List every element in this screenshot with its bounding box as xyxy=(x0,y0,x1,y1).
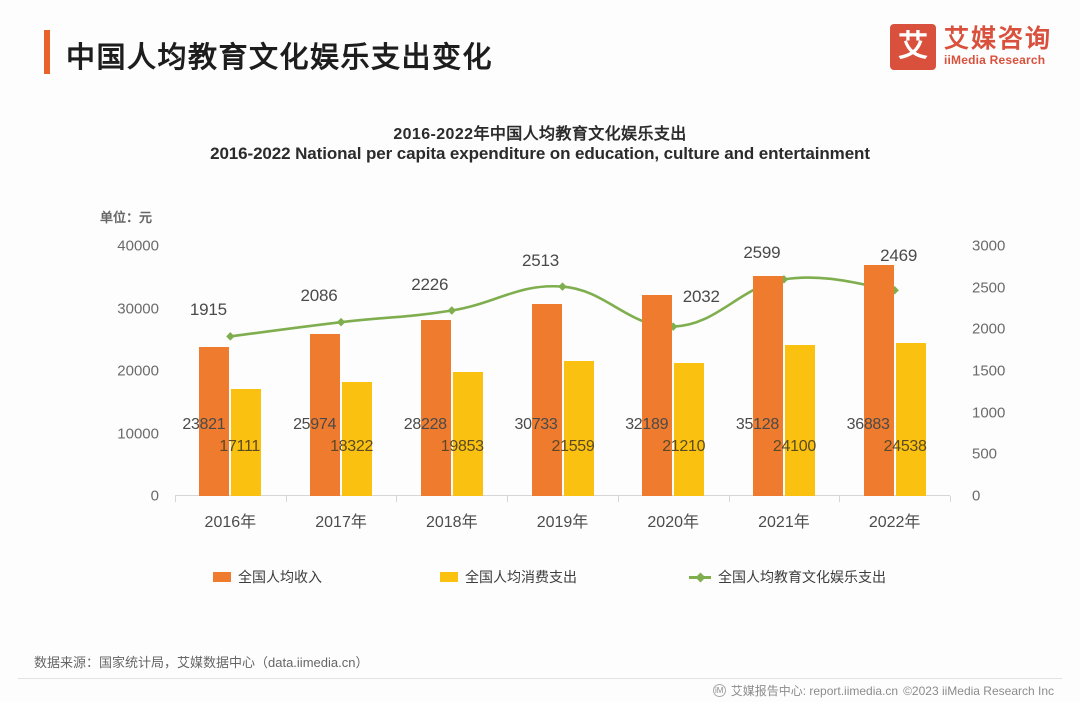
x-axis-category-label: 2017年 xyxy=(315,514,367,531)
bar-income xyxy=(199,347,230,496)
bar-income-label: 36883 xyxy=(846,416,890,433)
x-axis-category-label: 2019年 xyxy=(536,514,589,531)
line-series-label: 2599 xyxy=(743,243,781,263)
bar-income-label: 25974 xyxy=(293,416,337,433)
bar-consumption-label: 19853 xyxy=(440,438,484,455)
plot-area: 40000 30000 20000 10000 0 3000 2500 2000 1500 100… xyxy=(117,238,1005,532)
bar-consumption xyxy=(342,381,373,496)
brand-logo: 艾 艾媒咨询 iiMedia Research xyxy=(889,24,1052,70)
line-series-marker xyxy=(336,317,346,327)
y-axis-left-tick: 0 xyxy=(150,487,159,505)
logo-text: 艾媒咨询 iiMedia Research xyxy=(943,25,1052,68)
footer-meta: iM 艾媒报告中心: report.iimedia.cn ©2023 iiMed… xyxy=(712,682,1054,699)
y-axis-right-tick: 2000 xyxy=(972,320,1006,338)
bar-consumption xyxy=(895,342,926,496)
logo-mark-icon: 艾 xyxy=(889,24,936,70)
bar-income xyxy=(420,319,451,496)
line-series-marker xyxy=(558,282,567,291)
legend-item[interactable]: 全国人均消费支出 xyxy=(440,567,577,587)
line-series-label: 2513 xyxy=(521,250,560,270)
legend-label: 全国人均教育文化娱乐支出 xyxy=(718,569,886,585)
legend-item[interactable]: 全国人均收入 xyxy=(213,567,322,587)
data-source-note: 数据来源：国家统计局，艾媒数据中心（data.iimedia.cn） xyxy=(34,655,369,670)
bar-income xyxy=(310,333,341,496)
x-axis-category-label: 2020年 xyxy=(647,514,700,531)
bar-consumption xyxy=(231,389,262,496)
x-axis-tick xyxy=(396,496,398,502)
legend-label: 全国人均消费支出 xyxy=(465,569,577,585)
y-axis-left-tick: 10000 xyxy=(117,425,159,442)
y-axis-right-tick: 2500 xyxy=(972,279,1006,297)
x-axis-tick xyxy=(950,496,951,502)
iimedia-badge-icon: iM xyxy=(712,684,726,697)
x-axis-category-label: 2022年 xyxy=(868,514,921,531)
chart-title-en: 2016-2022 National per capita expenditur… xyxy=(210,144,870,163)
y-axis-right-tick: 1000 xyxy=(972,404,1006,422)
y-axis-left-tick: 20000 xyxy=(117,362,159,380)
x-axis-tick xyxy=(617,496,619,502)
bar-income-label: 23821 xyxy=(182,416,226,433)
line-series-marker xyxy=(226,332,235,341)
bar-income xyxy=(752,276,783,496)
bar-consumption-label: 18322 xyxy=(330,438,374,455)
x-axis-category-label: 2018年 xyxy=(425,514,478,531)
line-series-label: 2469 xyxy=(880,246,918,266)
logo-name-en: iiMedia Research xyxy=(943,53,1046,68)
legend-bar-swatch-icon xyxy=(213,572,231,582)
bar-income-label: 32189 xyxy=(625,416,669,433)
x-axis-line xyxy=(175,495,950,496)
x-axis-tick xyxy=(728,496,730,502)
legend-label: 全国人均收入 xyxy=(238,569,322,585)
y-axis-left-tick: 40000 xyxy=(117,237,159,255)
bar-consumption-label: 21210 xyxy=(662,438,706,455)
page-header: 中国人均教育文化娱乐支出变化 艾 艾媒咨询 iiMedia Research xyxy=(0,0,1080,92)
x-axis-tick xyxy=(175,496,176,502)
x-axis-tick xyxy=(285,496,287,502)
line-series-marker xyxy=(447,306,457,315)
bar-consumption-label: 21559 xyxy=(551,438,595,455)
chart-legend: 全国人均收入 全国人均消费支出 全国人均教育文化娱乐支出 xyxy=(175,566,915,588)
line-series-label: 1915 xyxy=(189,300,227,320)
report-center-link[interactable]: 艾媒报告中心: report.iimedia.cn xyxy=(730,684,899,698)
bar-consumption-label: 24100 xyxy=(772,438,816,455)
x-axis-category-label: 2021年 xyxy=(758,514,810,531)
bar-consumption-label: 24538 xyxy=(883,438,927,455)
bar-income-label: 35128 xyxy=(735,416,779,433)
page-title: 中国人均教育文化娱乐支出变化 xyxy=(66,42,494,74)
bar-consumption xyxy=(784,345,815,496)
title-accent-bar xyxy=(44,30,50,74)
footer-divider xyxy=(18,678,1062,679)
bar-consumption-label: 17111 xyxy=(219,438,260,455)
logo-name-cn: 艾媒咨询 xyxy=(943,25,1052,54)
bar-income-label: 30733 xyxy=(514,416,558,433)
bar-income xyxy=(863,265,894,496)
bar-consumption xyxy=(563,361,594,496)
line-series-svg xyxy=(226,275,899,341)
bar-consumption xyxy=(674,363,705,496)
y-axis-left-tick: 30000 xyxy=(117,300,159,317)
x-axis-tick xyxy=(839,496,841,502)
axis-unit-label: 单位：元 xyxy=(100,210,153,225)
copyright-text: ©2023 iiMedia Research Inc xyxy=(903,683,1054,698)
bar-consumption xyxy=(452,371,483,496)
line-series-label: 2086 xyxy=(300,286,338,306)
x-axis-category-label: 2016年 xyxy=(204,514,257,531)
line-series-label: 2226 xyxy=(411,274,449,294)
bar-income xyxy=(531,303,562,496)
y-axis-right-tick: 0 xyxy=(972,487,981,505)
bar-income-label: 28228 xyxy=(403,416,447,433)
y-axis-right-tick: 500 xyxy=(972,445,998,463)
legend-bar-swatch-icon xyxy=(440,572,458,582)
x-axis-tick xyxy=(507,496,509,502)
chart-title-cn: 2016-2022年中国人均教育文化娱乐支出 xyxy=(393,126,687,143)
y-axis-right-tick: 3000 xyxy=(972,237,1006,255)
line-series-label: 2032 xyxy=(682,286,720,306)
bar-income xyxy=(642,294,673,496)
legend-line-swatch-icon xyxy=(689,572,711,582)
y-axis-right-tick: 1500 xyxy=(972,362,1006,380)
legend-item[interactable]: 全国人均教育文化娱乐支出 xyxy=(689,567,886,587)
